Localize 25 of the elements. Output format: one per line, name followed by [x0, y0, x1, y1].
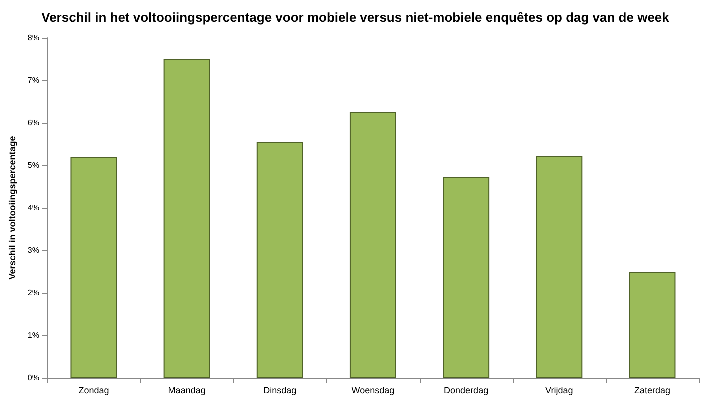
x-tick-label: Zaterdag	[634, 386, 670, 396]
chart-title: Verschil in het voltooiingspercentage voor mobiele versus niet-mobiele enquêtes op dag van de week	[42, 10, 670, 25]
y-tick-label: 5%	[28, 161, 40, 170]
y-tick-label: 0%	[28, 374, 40, 382]
y-tick-label: 6%	[28, 118, 40, 128]
bar	[164, 59, 210, 378]
x-tick-label: Dinsdag	[264, 386, 297, 396]
x-tick-label: Vrijdag	[546, 386, 574, 396]
y-axis-title: Verschil in voltooiingspercentage	[8, 136, 18, 280]
x-tick-label: Donderdag	[444, 386, 489, 396]
y-tick-label: 4%	[28, 204, 40, 212]
bar	[536, 156, 583, 378]
bar	[629, 272, 676, 378]
y-tick-label: 3%	[28, 246, 40, 255]
x-tick-label: Maandag	[168, 386, 206, 396]
bar	[443, 176, 490, 378]
bar	[70, 157, 118, 378]
bar	[256, 142, 304, 378]
x-tick-label: Woensdag	[352, 386, 395, 396]
bar	[350, 112, 396, 378]
y-tick-label: 2%	[28, 288, 40, 298]
y-tick-label: 8%	[28, 34, 40, 42]
y-tick-label: 1%	[28, 331, 40, 340]
x-tick-label: Zondag	[78, 386, 110, 396]
y-tick-label: 7%	[28, 76, 40, 85]
